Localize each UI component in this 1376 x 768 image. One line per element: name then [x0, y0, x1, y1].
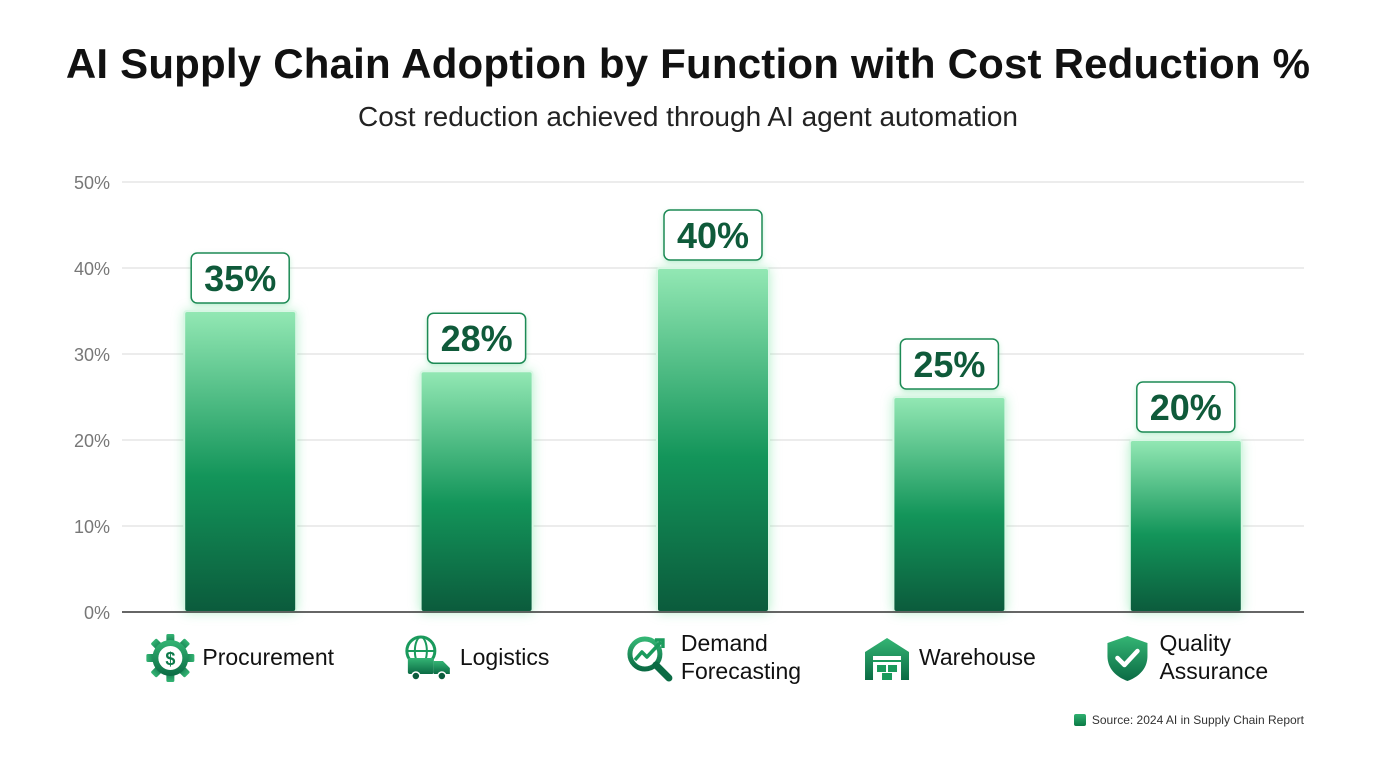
x-tick-label: Quality Assurance: [1159, 630, 1268, 684]
dollar-gear-icon: $: [146, 634, 195, 682]
y-tick-label: 30%: [74, 345, 110, 365]
value-label: 25%: [913, 344, 985, 385]
y-tick-label: 40%: [74, 259, 110, 279]
value-label: 35%: [204, 258, 276, 299]
bar: [656, 267, 770, 613]
bar: [892, 396, 1007, 613]
trend-magnifier-icon: [627, 636, 673, 682]
y-tick-label: 20%: [74, 431, 110, 451]
value-label-box: [190, 252, 290, 304]
bar: [419, 370, 534, 614]
value-label: 40%: [677, 215, 749, 256]
axis-layer: 0% 10% 20% 30% 40% 50% $ Procurement Logistics De…: [74, 173, 1304, 684]
label-layer: 35% 28% 40% 25% 20%: [190, 209, 1236, 434]
source-text: Source: 2024 AI in Supply Chain Report: [1091, 713, 1304, 727]
svg-text:$: $: [165, 649, 175, 669]
bar: [1128, 439, 1243, 613]
x-tick-label: Warehouse: [919, 644, 1036, 670]
chart-title: AI Supply Chain Adoption by Function wit…: [65, 40, 1311, 87]
source-note: Source: 2024 AI in Supply Chain Report: [1073, 713, 1304, 727]
value-label-box: [1136, 381, 1236, 433]
x-tick-label: Procurement: [202, 644, 334, 670]
globe-truck-icon: [405, 635, 450, 681]
shield-check-icon: [1107, 636, 1148, 681]
value-label: 28%: [441, 318, 513, 359]
bar-layer: [183, 267, 1243, 614]
warehouse-icon: [865, 638, 910, 680]
x-tick-label: Demand Forecasting: [681, 630, 801, 684]
x-tick-label: Logistics: [460, 644, 549, 670]
y-tick-label: 50%: [74, 173, 110, 193]
value-label-box: [663, 209, 763, 261]
y-tick-label: 0%: [84, 603, 110, 623]
source-legend-swatch: [1073, 714, 1086, 726]
chart-subtitle: Cost reduction achieved through AI agent…: [358, 101, 1018, 132]
y-tick-label: 10%: [74, 517, 110, 537]
value-label: 20%: [1150, 387, 1222, 428]
value-label-box: [426, 312, 527, 364]
value-label-box: [899, 338, 1000, 390]
bar: [183, 310, 298, 613]
